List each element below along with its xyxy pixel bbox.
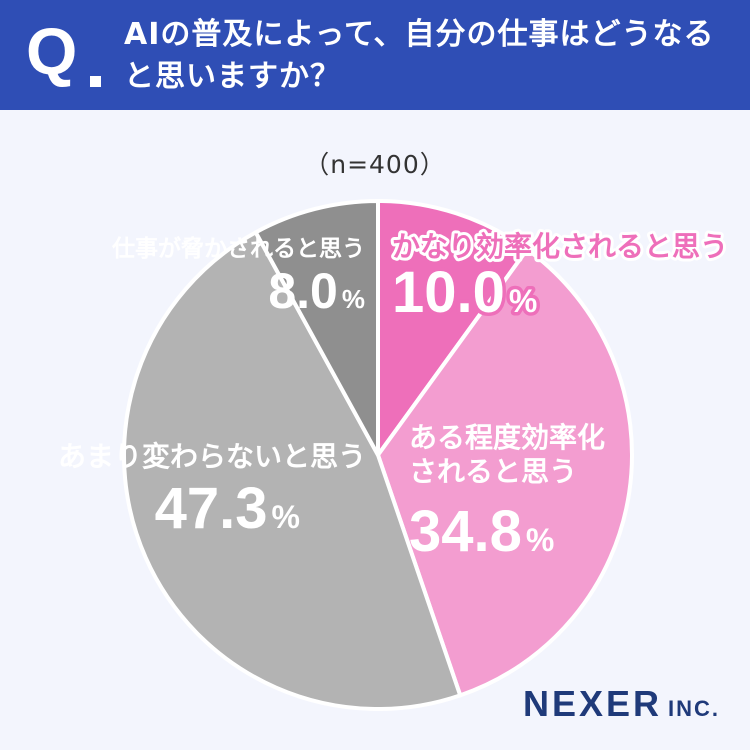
slice-value-aru-teido-kouritsuka: 34.8% [409,499,554,564]
question-mark-dot [90,76,101,87]
question-title: AIの普及によって、自分の仕事はどうなると思いますか？ [124,17,715,94]
brand-name: NEXER [522,683,662,724]
slice-label-aru-teido-kouritsuka-line-1: ある程度効率化 [409,421,605,454]
pie-slice-shigoto-obiyakasareru [253,199,380,457]
slice-label-shigoto-obiyakasareru: 仕事が脅かされると思う [111,235,365,262]
sample-size: （n=400） [304,150,446,179]
slice-value-amari-kawaranai: 47.3% [155,476,300,541]
question-mark-q: Q [26,14,78,88]
nexer-logo: NEXER INC. [523,686,720,722]
brand-suffix: INC. [668,696,720,721]
question-header: Q AIの普及によって、自分の仕事はどうなると思いますか？ [0,0,750,110]
pie-slice-kanari-kouritsuka [376,199,530,457]
slice-value-kanari-kouritsuka: 10.0% [392,260,537,325]
slice-label-aru-teido-kouritsuka-line-2: されると思う [409,455,577,488]
pie-slice-amari-kawaranai [122,230,463,711]
slice-label-amari-kawaranai: あまり変わらないと思う [58,440,366,473]
slice-label-kanari-kouritsuka: かなり効率化されると思う [392,230,728,263]
slice-value-shigoto-obiyakasareru: 8.0% [268,263,365,319]
pie-slice-aru-teido-kouritsuka [376,247,634,698]
